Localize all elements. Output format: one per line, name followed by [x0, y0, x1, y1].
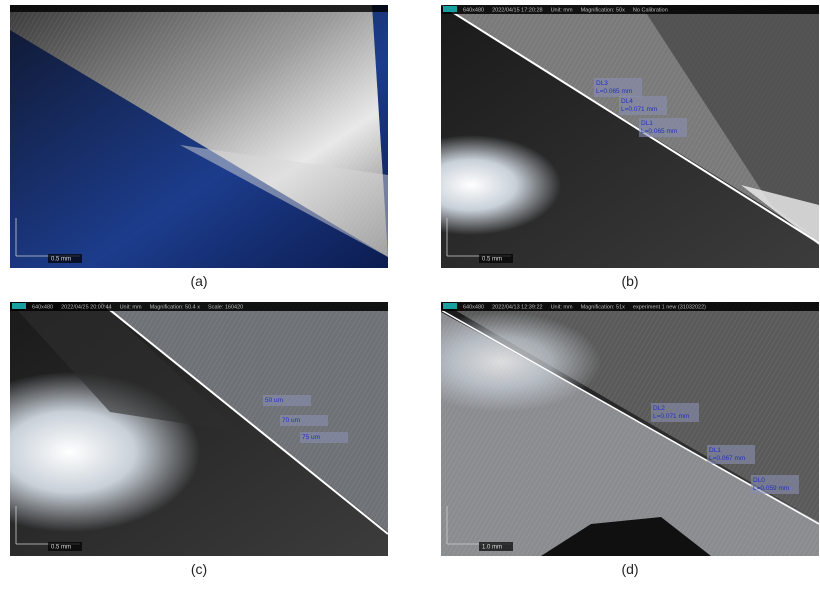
annotation-label: L=0.065 mm: [596, 88, 632, 95]
annotation-label: 50 um: [265, 397, 283, 404]
scale-label: 0.5 mm: [482, 257, 502, 263]
figure: (a) 0.5 mm (b) 640x480 2022/04/15 17:20:28 Un…: [0, 0, 820, 589]
header-field: Magnification: 50.4 x: [150, 305, 201, 311]
header-field: Unit: mm: [551, 8, 573, 14]
micrograph: [10, 5, 388, 268]
header-tag: [443, 303, 457, 309]
header-field: Unit: mm: [551, 305, 573, 311]
micrograph: [401, 302, 819, 556]
caption: (c): [191, 561, 207, 577]
header-field: No Calibration: [633, 8, 668, 14]
header-field: 640x480: [32, 305, 53, 311]
caption: (b): [621, 273, 638, 289]
scale-label: 1.0 mm: [482, 545, 502, 551]
header-field: 640x480: [463, 305, 484, 311]
caption: (d): [621, 561, 638, 577]
figure-canvas: (a) 0.5 mm (b) 640x480 2022/04/15 17:20:28 Un…: [0, 0, 820, 589]
annotation-label: DL2: [653, 405, 665, 412]
header-field: 640x480: [463, 8, 484, 14]
header-tag: [443, 6, 457, 12]
annotation-label: L=0.071 mm: [653, 413, 689, 420]
scale-label: 0.5 mm: [51, 257, 71, 263]
annotation-label: DL3: [596, 80, 608, 87]
header-field: 2022/04/15 17:20:28: [492, 8, 542, 14]
scale-label: 0.5 mm: [51, 545, 71, 551]
annotation-label: DL0: [753, 477, 765, 484]
header-field: experiment 1 new (31032022): [633, 305, 706, 311]
header-tag: [12, 303, 26, 309]
annotation-label: L=0.059 mm: [753, 485, 789, 492]
annotation-label: L=0.071 mm: [621, 106, 657, 113]
header-field: Magnification: 50x: [581, 8, 626, 14]
annotation-label: L=0.065 mm: [641, 128, 677, 135]
caption: (a): [190, 273, 207, 289]
micrograph: [0, 302, 388, 556]
annotation-label: DL4: [621, 98, 633, 105]
annotation-label: DL1: [709, 447, 721, 454]
annotation-label: DL1: [641, 120, 653, 127]
header-field: Unit: mm: [120, 305, 142, 311]
annotation-label: 75 um: [302, 434, 320, 441]
header-field: Magnification: 51x: [581, 305, 626, 311]
annotation-label: 70 um: [282, 417, 300, 424]
header-field: 2022/04/25 20:00:44: [61, 305, 111, 311]
header-field: 2022/04/13 12:39:22: [492, 305, 542, 311]
header-field: Scale: 160420: [208, 305, 243, 311]
annotation-label: L=0.067 mm: [709, 455, 745, 462]
